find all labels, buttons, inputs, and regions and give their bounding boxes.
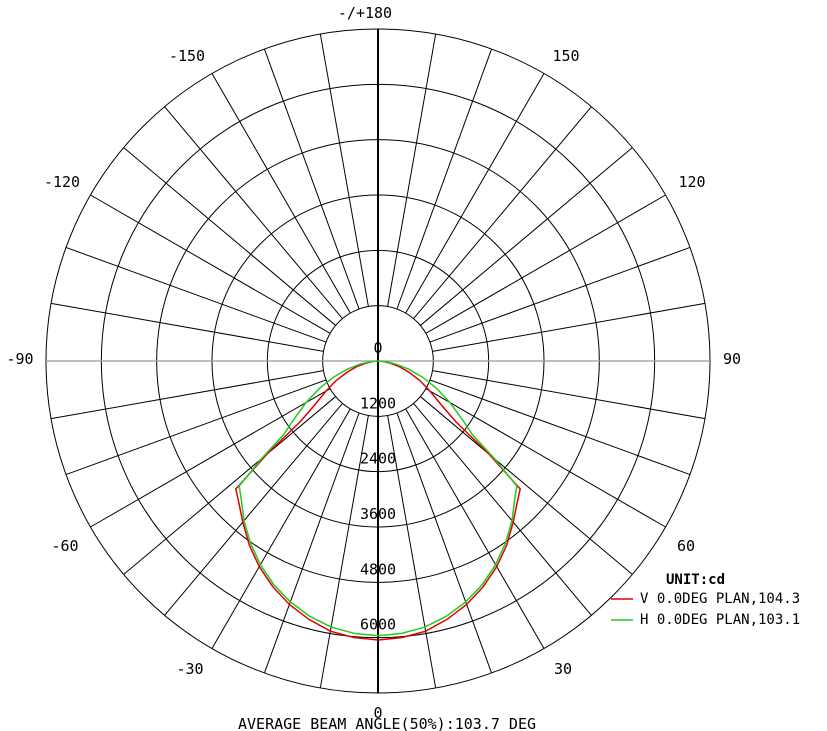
radial-tick-label: 4800 xyxy=(360,560,396,578)
grid-spoke xyxy=(164,403,343,616)
polar-grid xyxy=(45,28,711,694)
angle-label: 30 xyxy=(554,660,572,678)
legend-entry: H 0.0DEG PLAN,103.1 xyxy=(640,612,800,628)
radial-tick-label: 1200 xyxy=(360,394,396,412)
grid-spoke xyxy=(387,415,437,689)
intensity-curves xyxy=(234,360,522,641)
grid-spoke xyxy=(90,388,331,528)
grid-spoke xyxy=(420,396,633,575)
grid-spoke xyxy=(405,408,545,649)
angle-label: -150 xyxy=(169,47,205,65)
grid-spoke xyxy=(396,412,493,674)
radial-tick-label: 2400 xyxy=(360,450,396,468)
radial-tick-label: 0 xyxy=(373,339,382,357)
grid-spoke xyxy=(413,106,592,319)
grid-spoke xyxy=(65,379,327,476)
grid-spoke xyxy=(263,48,360,310)
axis-labels: -/+180 -150 150 -120 120 -90 90 -60 60 -30 30 0 0 120… xyxy=(6,4,741,722)
grid-spoke xyxy=(425,194,666,334)
grid-spoke xyxy=(164,106,343,319)
legend-unit-label: UNIT:cd xyxy=(666,572,725,588)
grid-spoke xyxy=(429,379,691,476)
radial-tick-label: 6000 xyxy=(360,616,396,634)
grid-spoke xyxy=(50,302,324,352)
angle-label: -30 xyxy=(176,660,203,678)
angle-label: 90 xyxy=(723,350,741,368)
grid-spoke xyxy=(429,246,691,343)
grid-spoke xyxy=(420,147,633,326)
legend: UNIT:cd V 0.0DEG PLAN,104.3 H 0.0DEG PLAN,… xyxy=(611,572,800,628)
legend-entry: V 0.0DEG PLAN,104.3 xyxy=(640,591,800,607)
grid-spoke xyxy=(123,396,336,575)
angle-label: 120 xyxy=(678,173,705,191)
grid-spoke xyxy=(432,370,706,420)
grid-spoke xyxy=(425,388,666,528)
grid-spoke xyxy=(405,73,545,314)
grid-spoke xyxy=(90,194,331,334)
grid-spoke xyxy=(211,408,351,649)
grid-spoke xyxy=(263,412,360,674)
series-curve-1 xyxy=(234,360,522,641)
angle-label: 0 xyxy=(373,704,382,722)
grid-spoke xyxy=(50,370,324,420)
angle-label: -/+180 xyxy=(338,4,392,22)
radial-tick-label: 3600 xyxy=(360,505,396,523)
grid-spoke xyxy=(211,73,351,314)
angle-label: -120 xyxy=(44,173,80,191)
grid-spoke xyxy=(432,302,706,352)
angle-label: -60 xyxy=(51,537,78,555)
angle-label: 150 xyxy=(552,47,579,65)
grid-spoke xyxy=(65,246,327,343)
beam-angle-footer: AVERAGE BEAM ANGLE(50%):103.7 DEG xyxy=(238,715,536,731)
grid-spoke xyxy=(123,147,336,326)
grid-spoke xyxy=(319,33,369,307)
angle-label: -90 xyxy=(6,350,33,368)
grid-spoke xyxy=(387,33,437,307)
grid-spoke xyxy=(396,48,493,310)
angle-label: 60 xyxy=(677,537,695,555)
grid-spoke xyxy=(413,403,592,616)
series-curve-2 xyxy=(238,360,518,637)
grid-spoke xyxy=(319,415,369,689)
